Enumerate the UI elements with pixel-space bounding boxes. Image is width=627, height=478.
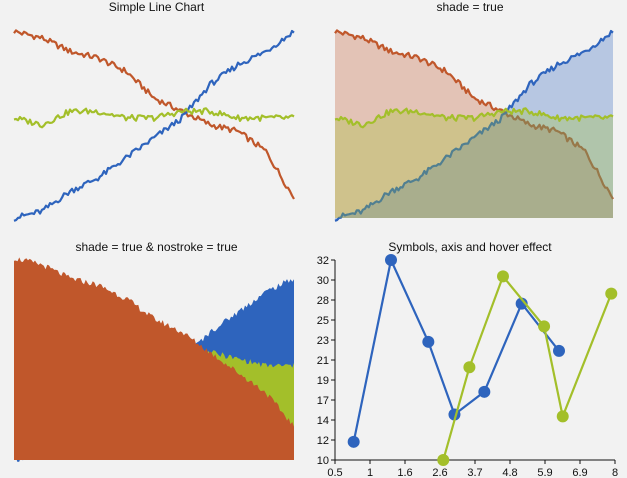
y-tick-label: 19 [317, 375, 329, 387]
data-point-symbol[interactable] [385, 254, 397, 266]
data-point-symbol[interactable] [422, 335, 435, 348]
chart-panel-1: Simple Line Chart [0, 0, 313, 230]
chart-title: shade = true & nostroke = true [75, 240, 238, 254]
x-tick-label: 6.9 [572, 467, 587, 478]
series-line-1[interactable] [334, 29, 614, 222]
x-tick-label: 0.5 [327, 467, 342, 478]
x-tick-label: 1 [367, 467, 373, 478]
data-point-symbol[interactable] [437, 454, 450, 466]
chart-panel-4: Symbols, axis and hover effect 32 30 28 25 2… [313, 240, 627, 478]
series-line-2[interactable] [13, 107, 295, 129]
series-area-0 [14, 257, 294, 460]
series-line-2[interactable] [334, 107, 614, 129]
y-tick-label: 17 [317, 395, 329, 407]
series-area-1 [335, 31, 613, 221]
y-tick-label: 12 [317, 435, 329, 447]
y-tick-label: 23 [317, 335, 329, 347]
x-tick-label: 8 [612, 467, 618, 478]
chart-panel-2: shade = true [313, 0, 627, 230]
chart-panel-3: shade = true & nostroke = true [0, 240, 313, 478]
chart-title: shade = true [436, 0, 504, 14]
data-point-symbol[interactable] [463, 361, 476, 374]
x-tick-label: 3.7 [467, 467, 482, 478]
data-point-symbol[interactable] [605, 287, 618, 300]
series-line-1[interactable] [442, 274, 613, 461]
chart-title: Simple Line Chart [108, 0, 205, 14]
x-tick-label: 4.8 [502, 467, 517, 478]
x-tick-label: 5.9 [537, 467, 552, 478]
series-line-0[interactable] [13, 29, 295, 200]
data-point-symbol[interactable] [556, 410, 569, 423]
y-tick-label: 25 [317, 315, 329, 327]
series-area-0 [335, 30, 613, 219]
data-point-symbol[interactable] [347, 435, 360, 448]
chart-title: Symbols, axis and hover effect [388, 240, 552, 254]
shaded-line-chart[interactable] [313, 0, 627, 230]
line-chart-1[interactable] [0, 0, 313, 230]
series-area-2 [335, 108, 613, 218]
series-line-0[interactable] [334, 29, 614, 200]
y-tick-label: 14 [317, 415, 329, 427]
data-point-symbol[interactable] [515, 297, 528, 310]
symbols-axis-chart[interactable]: 32 30 28 25 23 21 19 17 14 12 100.5 1 1.6 2.6 3.7 4.8 5.… [313, 240, 627, 478]
x-tick-label: 1.6 [397, 467, 412, 478]
y-tick-label: 30 [317, 275, 329, 287]
data-point-symbol[interactable] [538, 320, 551, 333]
series-line-1[interactable] [13, 29, 295, 222]
data-point-symbol[interactable] [478, 385, 491, 398]
data-point-symbol[interactable] [553, 344, 565, 357]
y-tick-label: 10 [317, 455, 329, 467]
x-tick-label: 2.6 [432, 467, 447, 478]
shaded-nostroke-chart[interactable] [0, 240, 313, 478]
y-tick-label: 32 [317, 255, 329, 267]
y-tick-label: 28 [317, 295, 329, 307]
y-tick-label: 21 [317, 355, 329, 367]
data-point-symbol[interactable] [497, 270, 509, 283]
